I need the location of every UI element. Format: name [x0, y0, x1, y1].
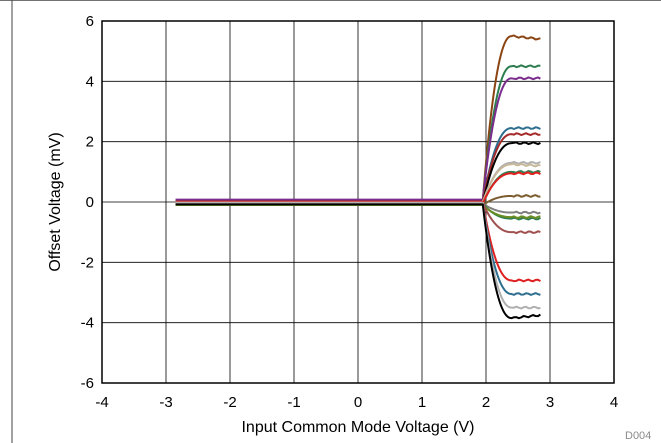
series-line: [175, 76, 541, 201]
x-tick-label: -1: [287, 394, 300, 411]
y-tick-label: -4: [81, 315, 94, 332]
series-line: [175, 204, 541, 219]
figure-id-label: D004: [625, 430, 651, 442]
y-tick-label: 0: [86, 194, 94, 211]
series-line: [175, 132, 541, 203]
x-tick-label: -3: [159, 394, 172, 411]
x-tick-label: 3: [546, 394, 554, 411]
x-tick-label: 4: [610, 394, 618, 411]
y-tick-label: -2: [81, 254, 94, 271]
y-tick-label: 2: [86, 134, 94, 151]
y-tick-labels: -6 -4 -2 0 2 4 6: [81, 13, 94, 392]
series-lines: [175, 34, 541, 320]
x-tick-label: -2: [223, 394, 236, 411]
series-line: [175, 201, 541, 283]
series-line: [175, 162, 541, 203]
y-tick-label: 6: [86, 13, 94, 30]
series-line: [175, 141, 541, 205]
x-tick-label: 2: [482, 394, 490, 411]
y-tick-label: -6: [81, 375, 94, 392]
y-tick-label: 4: [86, 73, 94, 90]
plot-border: [101, 20, 615, 384]
x-tick-label: 0: [354, 394, 362, 411]
series-line: [175, 203, 541, 320]
series-line: [175, 202, 541, 215]
series-line: [175, 171, 541, 205]
x-tick-labels: -4 -3 -2 -1 0 1 2 3 4: [95, 394, 618, 411]
y-axis-title: Offset Voltage (mV): [47, 132, 64, 271]
series-line: [175, 194, 541, 207]
series-line: [175, 202, 541, 235]
series-line: [175, 34, 541, 202]
x-tick-label: -4: [95, 394, 108, 411]
x-tick-label: 1: [418, 394, 426, 411]
x-axis-title: Input Common Mode Voltage (V): [241, 419, 474, 436]
